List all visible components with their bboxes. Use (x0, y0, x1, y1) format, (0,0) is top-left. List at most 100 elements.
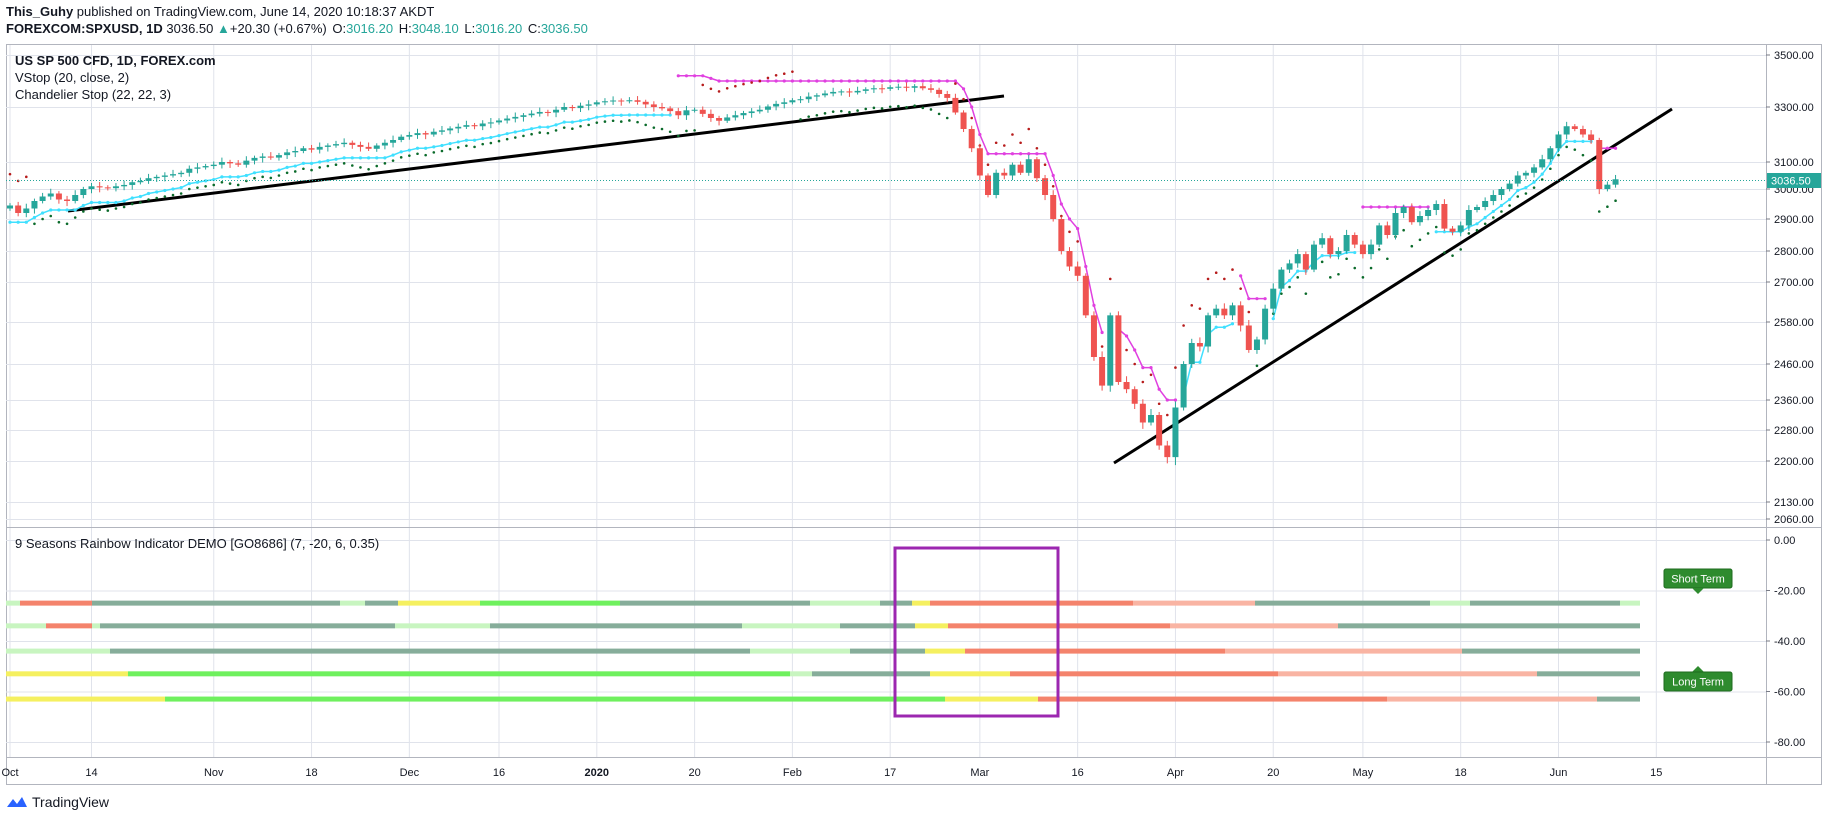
candle[interactable] (104, 185, 111, 191)
candle[interactable] (903, 82, 910, 92)
candle[interactable] (504, 115, 511, 124)
candle[interactable] (879, 84, 886, 94)
candle[interactable] (919, 83, 926, 91)
candle[interactable] (952, 93, 959, 115)
candle[interactable] (455, 123, 462, 134)
trendline-lower[interactable] (1113, 107, 1673, 465)
candle[interactable] (536, 107, 543, 117)
candle[interactable] (1033, 157, 1040, 182)
long-term-tag[interactable]: Long Term (1663, 666, 1733, 692)
candle[interactable] (544, 109, 551, 117)
candle[interactable] (838, 89, 845, 96)
candle[interactable] (430, 128, 437, 137)
candle[interactable] (1359, 240, 1366, 259)
candle[interactable] (1474, 204, 1480, 213)
candle[interactable] (373, 143, 380, 152)
candle[interactable] (447, 126, 454, 135)
candle[interactable] (830, 87, 837, 97)
candle[interactable] (659, 102, 665, 111)
candle[interactable] (243, 156, 250, 168)
trendline-upper[interactable] (67, 94, 1005, 213)
candle[interactable] (1539, 154, 1546, 170)
candle[interactable] (1400, 204, 1407, 219)
candle[interactable] (601, 98, 608, 106)
candle[interactable] (1286, 259, 1293, 274)
candle[interactable] (1506, 180, 1513, 192)
candle[interactable] (1221, 303, 1228, 319)
candle[interactable] (1612, 174, 1619, 188)
candle[interactable] (1319, 233, 1326, 249)
candle[interactable] (634, 96, 641, 105)
candle[interactable] (773, 100, 780, 111)
candle[interactable] (1229, 302, 1236, 320)
candle[interactable] (1490, 190, 1497, 206)
candle[interactable] (1449, 226, 1456, 236)
candle[interactable] (31, 198, 38, 214)
candle[interactable] (610, 96, 617, 105)
candle[interactable] (218, 157, 225, 169)
candle[interactable] (968, 125, 975, 153)
candle[interactable] (1237, 301, 1244, 332)
candle[interactable] (1376, 222, 1383, 248)
candle[interactable] (1465, 205, 1472, 231)
candle[interactable] (23, 203, 30, 218)
highlight-box[interactable] (893, 546, 1060, 718)
candle[interactable] (1531, 164, 1538, 178)
candle[interactable] (137, 177, 144, 185)
candle[interactable] (1441, 199, 1448, 232)
candle[interactable] (39, 192, 46, 204)
candle[interactable] (267, 152, 274, 160)
candle[interactable] (96, 181, 103, 193)
candle[interactable] (1009, 162, 1016, 181)
candle[interactable] (1482, 197, 1489, 211)
candle[interactable] (561, 102, 568, 112)
candle[interactable] (642, 99, 649, 109)
candle[interactable] (300, 146, 307, 154)
candle[interactable] (487, 118, 494, 129)
candle[interactable] (1368, 239, 1375, 260)
candle[interactable] (1457, 221, 1464, 237)
candle[interactable] (422, 130, 429, 140)
candle[interactable] (740, 110, 747, 120)
candle[interactable] (251, 155, 258, 165)
candle[interactable] (1270, 283, 1277, 315)
short-term-tag[interactable]: Short Term (1663, 568, 1733, 594)
candle[interactable] (626, 97, 633, 104)
candle[interactable] (1384, 221, 1391, 239)
candle[interactable] (748, 108, 755, 118)
candle[interactable] (1205, 312, 1212, 353)
author-name[interactable]: This_Guhy (6, 4, 74, 19)
candle[interactable] (1563, 121, 1570, 140)
candle[interactable] (716, 115, 723, 126)
candle[interactable] (357, 141, 364, 152)
candle[interactable] (186, 165, 193, 177)
candle[interactable] (1262, 304, 1269, 345)
candle[interactable] (936, 87, 943, 98)
candle[interactable] (170, 169, 176, 178)
candle[interactable] (88, 183, 95, 194)
candle[interactable] (496, 118, 502, 125)
candle[interactable] (1115, 311, 1122, 385)
candle[interactable] (1311, 240, 1317, 273)
candle[interactable] (324, 143, 331, 152)
candle[interactable] (80, 186, 87, 199)
candle[interactable] (47, 188, 54, 200)
candle[interactable] (333, 140, 339, 148)
candle[interactable] (1017, 161, 1024, 175)
candle[interactable] (1522, 170, 1529, 180)
candle[interactable] (1066, 247, 1073, 271)
candle[interactable] (308, 144, 315, 153)
candle[interactable] (993, 169, 1000, 199)
candle[interactable] (911, 84, 918, 93)
candle[interactable] (178, 170, 185, 178)
candle[interactable] (1416, 211, 1423, 226)
candle[interactable] (1188, 338, 1195, 368)
candle[interactable] (756, 105, 763, 114)
candle[interactable] (1123, 376, 1130, 394)
candle[interactable] (1042, 174, 1049, 201)
candle[interactable] (1156, 412, 1163, 450)
candle[interactable] (985, 173, 991, 198)
candle[interactable] (1571, 124, 1578, 132)
candle[interactable] (1392, 208, 1399, 240)
candle[interactable] (593, 100, 600, 107)
